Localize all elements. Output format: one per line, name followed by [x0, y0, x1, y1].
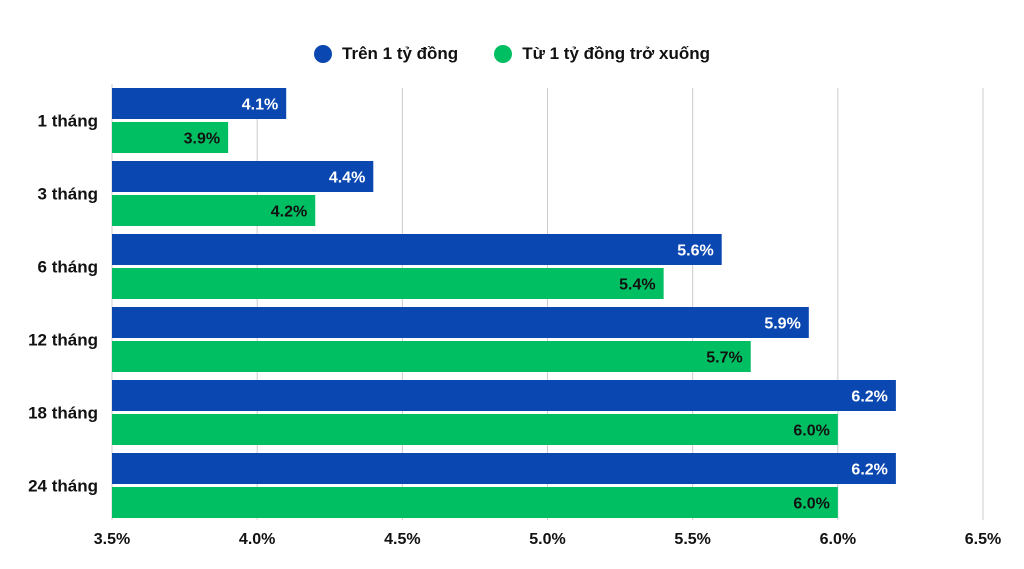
- y-tick-label: 12 tháng: [28, 331, 98, 350]
- bar-series-1: [112, 307, 809, 338]
- legend-item-series-2: Từ 1 tỷ đồng trở xuống: [494, 44, 710, 64]
- data-label-series-2: 5.4%: [619, 277, 655, 294]
- data-label-series-1: 5.6%: [677, 243, 713, 260]
- data-label-series-2: 5.7%: [706, 350, 742, 367]
- bar-series-2: [112, 487, 838, 518]
- bar-series-2: [112, 414, 838, 445]
- data-label-series-1: 6.2%: [851, 462, 887, 479]
- legend-label-series-2: Từ 1 tỷ đồng trở xuống: [522, 44, 710, 63]
- y-tick-label: 24 tháng: [28, 477, 98, 496]
- legend: Trên 1 tỷ đồng Từ 1 tỷ đồng trở xuống: [0, 40, 1024, 68]
- y-tick-label: 6 tháng: [38, 258, 98, 277]
- data-label-series-2: 3.9%: [184, 131, 220, 148]
- x-tick-label: 3.5%: [94, 531, 130, 548]
- data-label-series-2: 6.0%: [793, 496, 829, 513]
- data-label-series-1: 4.4%: [329, 170, 365, 187]
- legend-marker-series-2: [494, 45, 513, 63]
- bar-series-1: [112, 234, 722, 265]
- data-label-series-2: 6.0%: [793, 423, 829, 440]
- y-tick-label: 18 tháng: [28, 404, 98, 423]
- x-tick-label: 6.5%: [965, 531, 1001, 548]
- data-label-series-2: 4.2%: [271, 204, 307, 221]
- legend-label-series-1: Trên 1 tỷ đồng: [342, 44, 459, 63]
- bar-series-1: [112, 88, 287, 119]
- bar-series-2: [112, 122, 229, 153]
- x-tick-label: 6.0%: [820, 531, 856, 548]
- bar-series-1: [112, 453, 896, 484]
- bar-series-2: [112, 268, 664, 299]
- bar-series-2: [112, 195, 316, 226]
- bar-series-2: [112, 341, 751, 372]
- bar-series-1: [112, 161, 374, 192]
- data-label-series-1: 5.9%: [764, 316, 800, 333]
- legend-item-series-1: Trên 1 tỷ đồng: [314, 44, 458, 64]
- bar-series-1: [112, 380, 896, 411]
- x-tick-label: 5.0%: [529, 531, 565, 548]
- y-tick-label: 3 tháng: [38, 185, 98, 204]
- legend-marker-series-1: [314, 45, 333, 63]
- x-tick-label: 4.0%: [239, 531, 275, 548]
- x-tick-label: 5.5%: [674, 531, 710, 548]
- data-label-series-1: 4.1%: [242, 97, 278, 114]
- x-tick-label: 4.5%: [384, 531, 420, 548]
- y-tick-label: 1 tháng: [38, 112, 98, 131]
- data-label-series-1: 6.2%: [851, 389, 887, 406]
